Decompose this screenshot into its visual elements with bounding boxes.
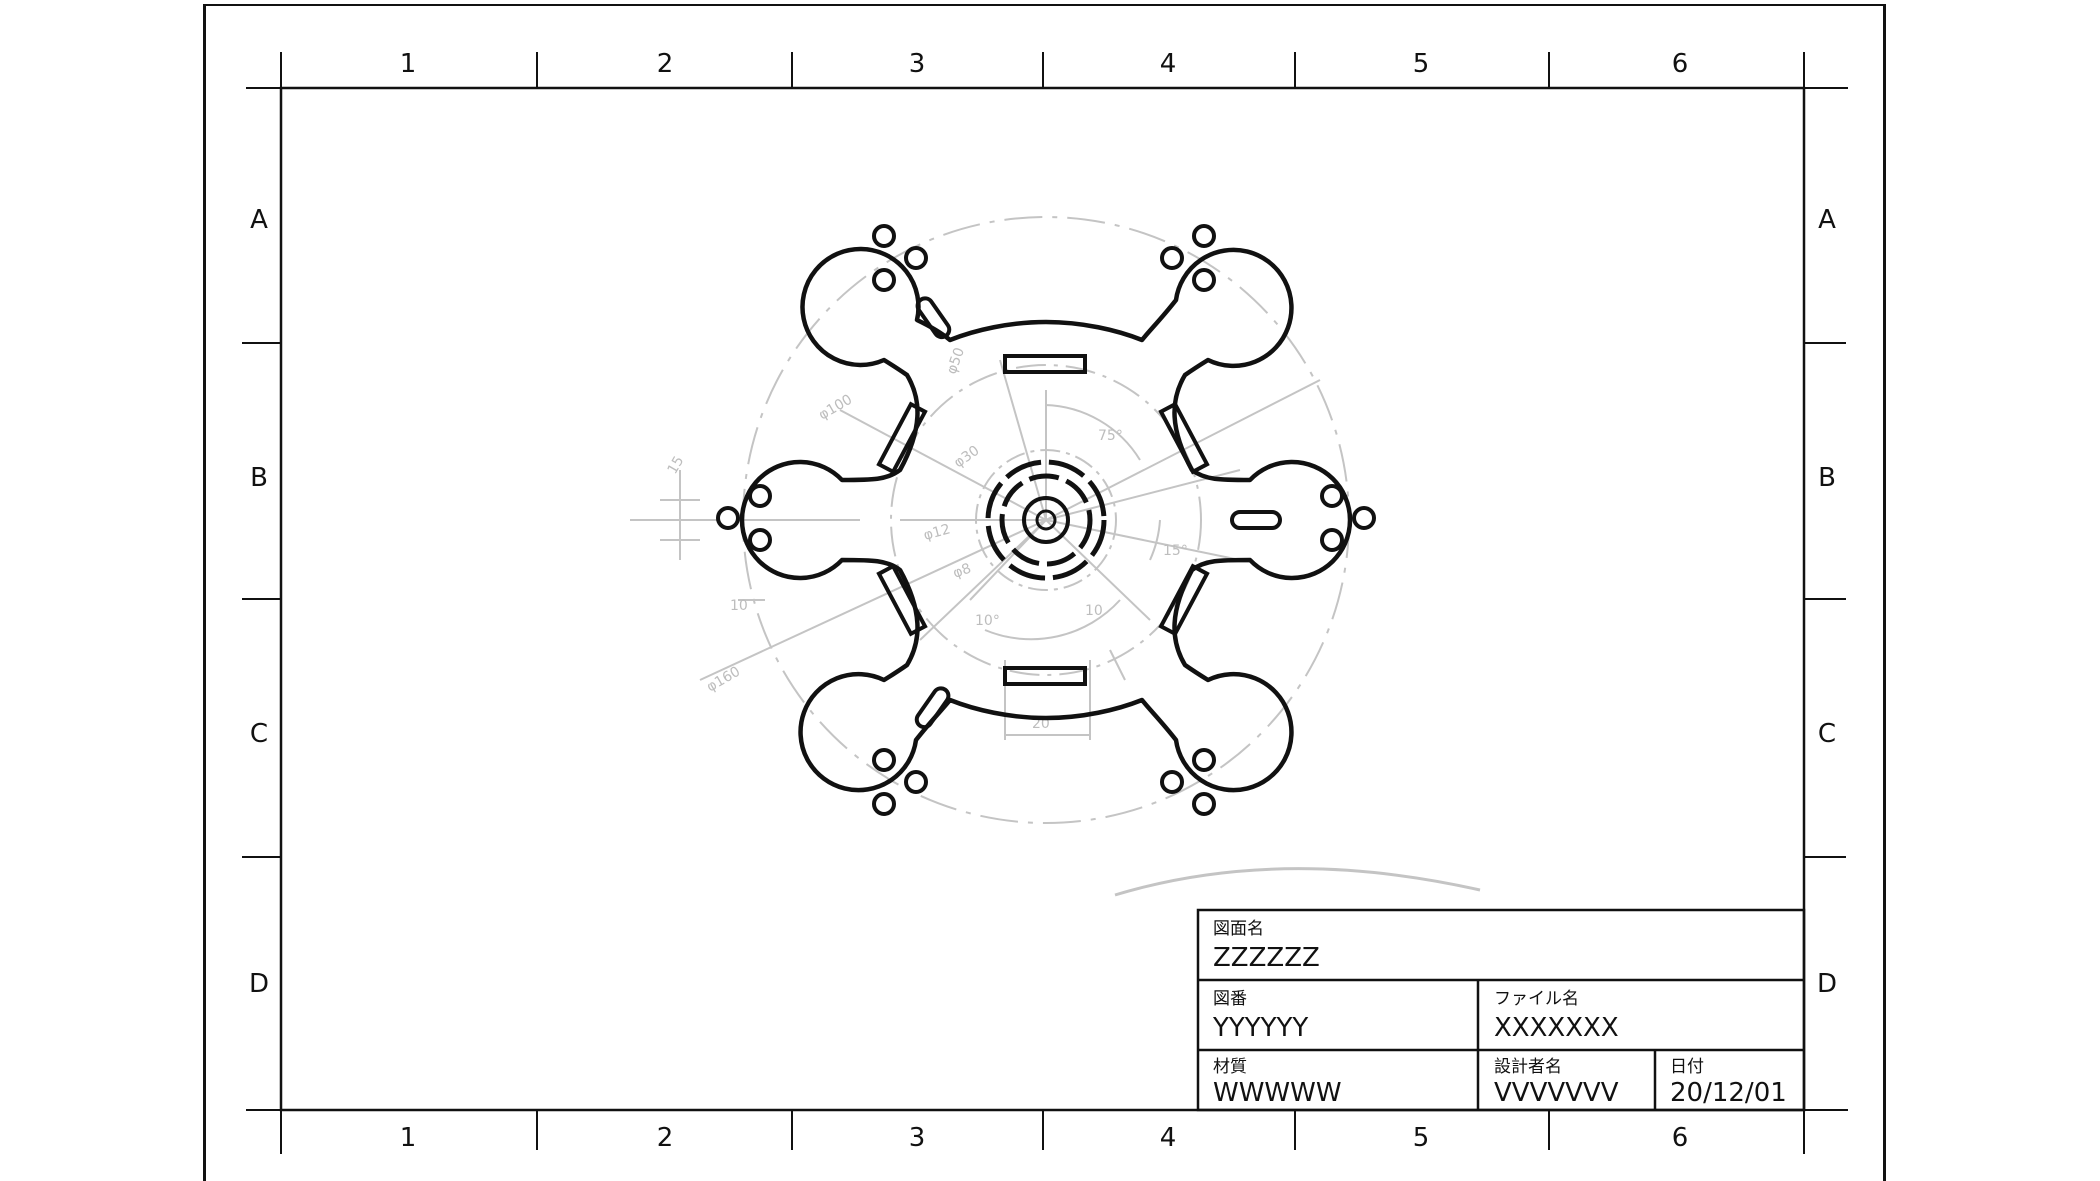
- zone-col-5-bottom: 5: [1413, 1123, 1430, 1153]
- zone-col-2-top: 2: [657, 49, 674, 79]
- zone-row-d-right: D: [1817, 969, 1837, 999]
- frame-part: [716, 224, 1376, 816]
- designer-label: 設計者名: [1494, 1057, 1562, 1077]
- dim-fifteen: 15: [665, 454, 688, 477]
- zone-col-4-top: 4: [1160, 49, 1177, 79]
- construction-lines: [630, 216, 1481, 897]
- rect-slots: [876, 354, 1210, 686]
- central-hub: [985, 459, 1107, 581]
- drawing-name-label: 図面名: [1213, 919, 1264, 939]
- zone-col-2-bottom: 2: [657, 1123, 674, 1153]
- title-block: [1196, 908, 1806, 1112]
- dim-phi50: φ50: [944, 345, 968, 376]
- dim-ang75: 75°: [1098, 428, 1123, 444]
- dim-ang10: 10°: [975, 613, 1000, 629]
- zone-col-6-bottom: 6: [1672, 1123, 1689, 1153]
- material-value: WWWWW: [1213, 1078, 1342, 1108]
- zone-col-3-top: 3: [909, 49, 926, 79]
- dim-ten-center: 10: [1085, 603, 1103, 619]
- date-label: 日付: [1670, 1057, 1704, 1077]
- mount-holes: [716, 224, 1376, 816]
- drawing-number-value: YYYYYY: [1212, 1013, 1308, 1043]
- material-label: 材質: [1213, 1057, 1247, 1077]
- dim-phi30: φ30: [951, 443, 982, 472]
- zone-grid: [242, 52, 1848, 1154]
- file-name-label: ファイル名: [1494, 989, 1579, 1009]
- outer-border: [204, 4, 1886, 1181]
- zone-row-d-left: D: [249, 969, 269, 999]
- zone-col-3-bottom: 3: [909, 1123, 926, 1153]
- zone-col-1-top: 1: [400, 49, 417, 79]
- dim-phi8: φ8: [951, 561, 974, 582]
- drawing-name-value: ZZZZZZ: [1213, 943, 1320, 973]
- zone-row-b-right: B: [1818, 463, 1836, 493]
- zone-col-6-top: 6: [1672, 49, 1689, 79]
- outer-frame: [203, 4, 1885, 1181]
- dim-phi100: φ100: [816, 392, 855, 424]
- rounded-slots: [914, 296, 1282, 730]
- zone-row-c-left: C: [250, 719, 268, 749]
- zone-row-a-right: A: [1818, 205, 1836, 235]
- zone-col-5-top: 5: [1413, 49, 1430, 79]
- zone-row-c-right: C: [1818, 719, 1836, 749]
- zone-row-a-left: A: [250, 205, 268, 235]
- inner-frame: [279, 86, 1806, 1112]
- zone-row-b-left: B: [250, 463, 268, 493]
- zone-col-1-bottom: 1: [400, 1123, 417, 1153]
- drawing-number-label: 図番: [1213, 989, 1247, 1009]
- dim-phi12: φ12: [922, 521, 952, 543]
- dim-ten-left: 10: [730, 598, 748, 614]
- date-value: 20/12/01: [1670, 1078, 1787, 1108]
- dim-ang15: 15°: [1163, 543, 1188, 559]
- file-name-value: XXXXXXX: [1494, 1013, 1619, 1043]
- zone-col-4-bottom: 4: [1160, 1123, 1177, 1153]
- frame-outline: [739, 246, 1353, 793]
- designer-value: VVVVVVV: [1494, 1078, 1619, 1108]
